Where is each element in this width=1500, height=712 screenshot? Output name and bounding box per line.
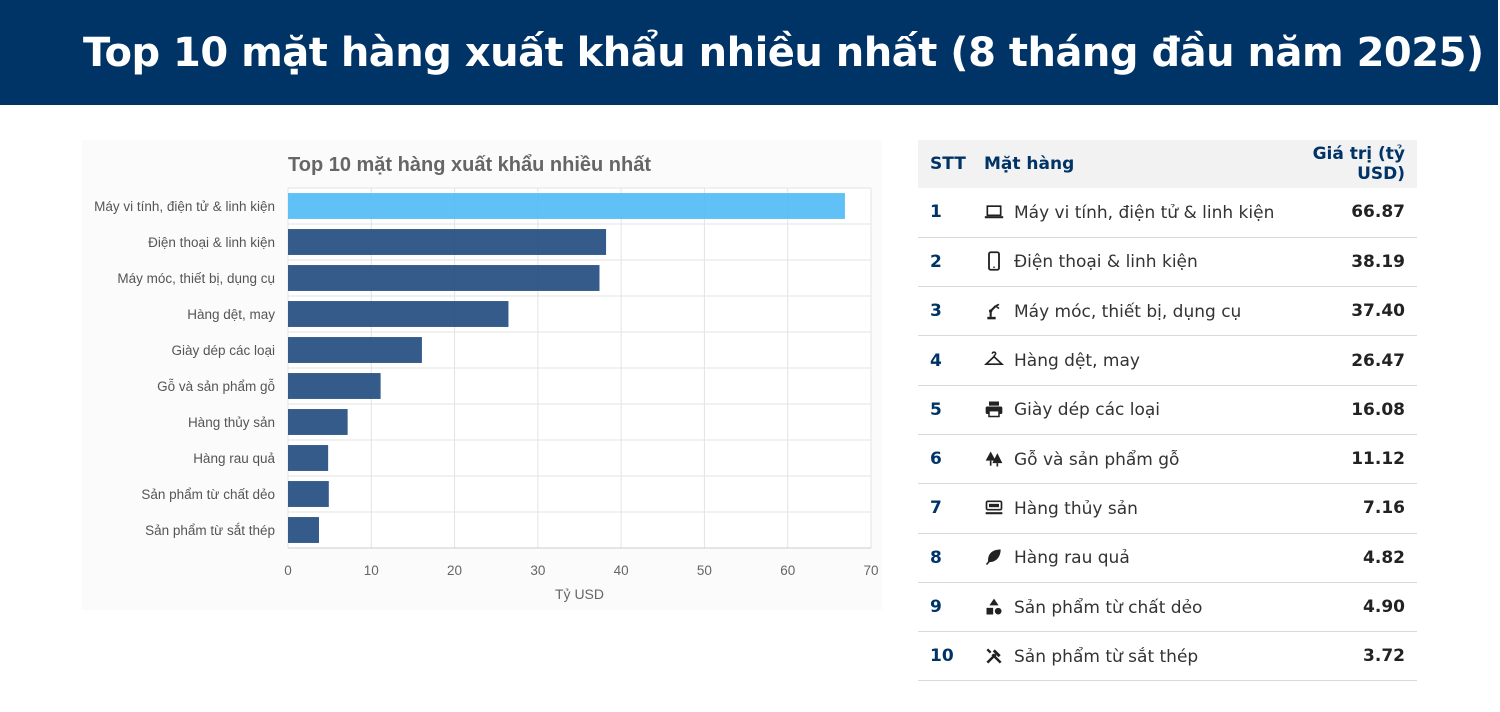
x-axis-label: Tỷ USD [555,586,604,602]
row-stt: 9 [930,597,942,618]
header-item: Mặt hàng [984,154,1075,174]
chart-title: Top 10 mặt hàng xuất khẩu nhiều nhất [288,154,651,176]
bar-chart-svg: Máy vi tính, điện tử & linh kiện Điện tho… [94,154,878,602]
row-stt: 6 [930,449,942,470]
bar [288,193,845,219]
forest-icon [984,449,1004,469]
table-row: 1 Máy vi tính, điện tử & linh kiện 66.87 [918,188,1417,238]
bar [288,301,509,327]
y-tick-label: Hàng rau quả [193,451,275,466]
header-stt: STT [930,154,966,174]
row-item-label: Máy vi tính, điện tử & linh kiện [1014,202,1275,223]
row-item-label: Sản phẩm từ chất dẻo [1014,597,1203,618]
page-header: Top 10 mặt hàng xuất khẩu nhiều nhất (8 … [0,0,1498,105]
bar-chart: Máy vi tính, điện tử & linh kiện Điện tho… [82,140,882,610]
x-tick-label: 50 [697,563,712,578]
table-header-row: STT Mặt hàng Giá trị (tỷ USD) [918,140,1417,188]
row-value: 66.87 [1351,202,1405,223]
bar [288,517,319,543]
table-row: 10 Sản phẩm từ sắt thép 3.72 [918,632,1417,681]
row-item: Hàng thủy sản [972,484,1272,533]
bar [288,265,600,291]
tray-icon [984,498,1004,518]
x-tick-label: 30 [530,563,545,578]
y-tick-label: Sản phẩm từ chất dẻo [141,487,275,502]
y-tick-label: Giày dép các loại [171,343,275,358]
row-stt: 5 [930,399,942,420]
row-stt: 7 [930,498,942,519]
row-item: Điện thoại & linh kiện [972,237,1272,286]
row-stt: 1 [930,202,942,223]
row-item-label: Điện thoại & linh kiện [1014,252,1198,273]
row-stt: 3 [930,301,942,322]
data-table: STT Mặt hàng Giá trị (tỷ USD) 1 Máy vi tí… [918,140,1417,681]
row-item: Máy vi tính, điện tử & linh kiện [972,188,1275,237]
y-tick-label: Điện thoại & linh kiện [148,235,275,250]
hanger-icon [984,350,1004,370]
row-item: Sản phẩm từ chất dẻo [972,582,1272,631]
leaf-icon [984,547,1004,567]
x-tick-label: 60 [780,563,795,578]
page-title: Top 10 mặt hàng xuất khẩu nhiều nhất (8 … [83,30,1484,76]
row-item: Gỗ và sản phẩm gỗ [972,434,1272,483]
row-item: Sản phẩm từ sắt thép [972,632,1272,681]
bar [288,445,329,471]
row-item-label: Gỗ và sản phẩm gỗ [1014,449,1180,470]
x-tick-label: 10 [364,563,379,578]
row-item: Máy móc, thiết bị, dụng cụ [972,287,1272,336]
row-item-label: Hàng dệt, may [1014,351,1140,372]
row-stt: 2 [930,251,942,272]
row-item-label: Giày dép các loại [1014,400,1161,421]
x-tick-label: 20 [447,563,462,578]
row-item: Giày dép các loại [972,385,1272,434]
y-tick-label: Sản phẩm từ sắt thép [145,523,275,538]
laptop-icon [984,202,1004,222]
y-tick-label: Hàng dệt, may [187,307,275,322]
row-value: 37.40 [1351,301,1405,322]
table-row: 3 Máy móc, thiết bị, dụng cụ 37.40 [918,287,1417,336]
table-row: 9 Sản phẩm từ chất dẻo 4.90 [918,582,1417,632]
tools-icon [984,646,1004,666]
y-tick-label: Máy vi tính, điện tử & linh kiện [94,199,275,214]
shapes-icon [984,597,1004,617]
robot-arm-icon [984,301,1004,321]
table-row: 5 Giày dép các loại 16.08 [918,385,1417,435]
bar [288,409,348,435]
bar [288,229,607,255]
y-tick-label: Máy móc, thiết bị, dụng cụ [117,271,275,286]
row-value: 26.47 [1351,350,1405,371]
x-tick-label: 0 [284,563,292,578]
row-value: 3.72 [1363,646,1405,667]
row-item-label: Hàng thủy sản [1014,498,1138,519]
row-item-label: Hàng rau quả [1014,548,1130,569]
table-row: 8 Hàng rau quả 4.82 [918,533,1417,583]
row-item: Hàng rau quả [972,533,1272,582]
row-value: 4.82 [1363,547,1405,568]
row-stt: 4 [930,350,942,371]
row-value: 7.16 [1363,498,1405,519]
row-stt: 10 [930,646,954,667]
printer-icon [984,399,1004,419]
row-value: 4.90 [1363,597,1405,618]
row-value: 16.08 [1351,399,1405,420]
bar [288,337,422,363]
x-tick-label: 70 [863,563,878,578]
row-value: 11.12 [1351,449,1405,470]
bar [288,373,381,399]
row-value: 38.19 [1351,251,1405,272]
y-tick-label: Hàng thủy sản [188,415,275,430]
row-item-label: Sản phẩm từ sắt thép [1014,646,1199,667]
table-row: 7 Hàng thủy sản 7.16 [918,484,1417,534]
row-item: Hàng dệt, may [972,336,1272,385]
row-stt: 8 [930,547,942,568]
table-row: 6 Gỗ và sản phẩm gỗ 11.12 [918,434,1417,484]
table-row: 2 Điện thoại & linh kiện 38.19 [918,237,1417,287]
x-tick-label: 40 [614,563,629,578]
row-item-label: Máy móc, thiết bị, dụng cụ [1014,301,1242,322]
table-row: 4 Hàng dệt, may 26.47 [918,336,1417,386]
bar [288,481,329,507]
smartphone-icon [984,251,1004,272]
header-value: Giá trị (tỷ USD) [1312,144,1405,184]
y-tick-label: Gỗ và sản phẩm gỗ [157,379,275,394]
